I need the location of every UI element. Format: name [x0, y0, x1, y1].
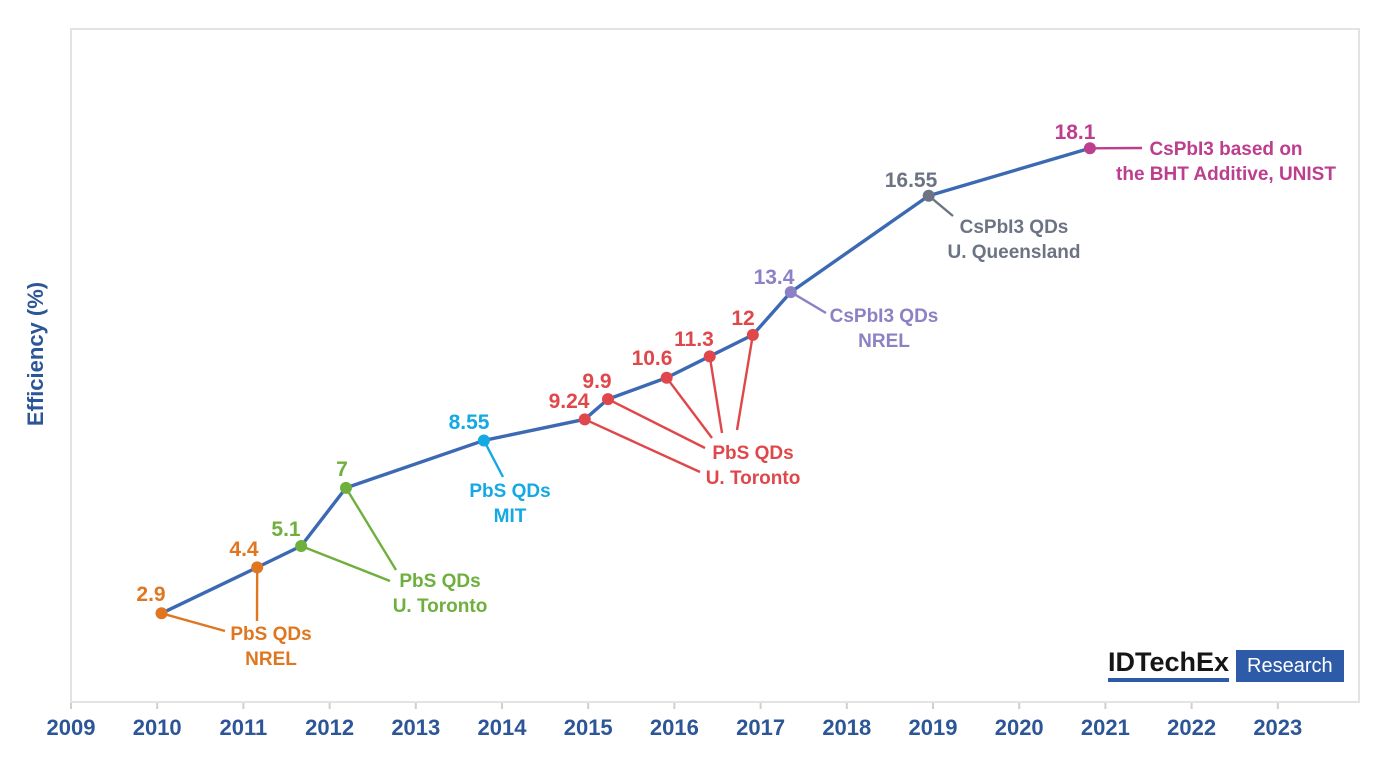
- data-point-marker: [155, 607, 168, 620]
- annotation-leader-line: [344, 487, 398, 571]
- data-point-value-label: 8.55: [449, 411, 490, 434]
- data-point-value-label: 10.6: [632, 347, 673, 370]
- annotation-label: CsPbI3 based on the BHT Additive, UNIST: [1116, 139, 1336, 185]
- idtechex-logo: IDTechEx Research: [1108, 648, 1344, 682]
- x-axis-tick-label: 2012: [305, 715, 354, 740]
- annotation-leader-line: [735, 334, 755, 431]
- x-axis-tick-label: 2017: [736, 715, 785, 740]
- x-axis-tick-label: 2020: [995, 715, 1044, 740]
- data-point-marker: [578, 413, 591, 426]
- annotation-label: CsPbI3 QDs U. Queensland: [947, 217, 1080, 263]
- x-axis-tick-label: 2019: [909, 715, 958, 740]
- research-badge: Research: [1236, 650, 1344, 682]
- data-point-marker: [477, 434, 490, 447]
- x-axis-tick-label: 2013: [391, 715, 440, 740]
- annotation-label: PbS QDs NREL: [230, 624, 311, 670]
- data-point-marker: [922, 189, 935, 202]
- x-axis-tick-label: 2016: [650, 715, 699, 740]
- y-axis-title: Efficiency (%): [23, 281, 48, 427]
- data-point-marker: [703, 350, 716, 363]
- x-axis-tick-label: 2011: [220, 715, 268, 740]
- data-point-value-label: 11.3: [674, 328, 714, 351]
- annotation-label: PbS QDs U. Toronto: [393, 571, 488, 617]
- data-point-value-label: 9.24: [549, 390, 590, 413]
- data-point-value-label: 12: [731, 307, 754, 330]
- x-axis-tick-label: 2022: [1167, 715, 1216, 740]
- data-point-marker: [339, 481, 352, 494]
- data-point-value-label: 5.1: [271, 518, 301, 541]
- annotation-leader-line: [790, 291, 827, 315]
- data-point-value-label: 9.9: [582, 370, 611, 393]
- annotation-leader-line: [607, 398, 706, 450]
- annotation-leader-line: [584, 418, 701, 474]
- x-axis-tick-label: 2014: [478, 715, 528, 740]
- data-point-value-label: 16.55: [885, 169, 938, 192]
- data-point-value-label: 13.4: [754, 266, 795, 289]
- data-point-value-label: 2.9: [136, 583, 165, 606]
- data-point-value-label: 18.1: [1055, 121, 1096, 144]
- annotation-leader-line: [665, 377, 713, 439]
- data-point-marker: [602, 393, 615, 406]
- annotation-label: CsPbI3 QDs NREL: [830, 306, 939, 352]
- annotation-label: PbS QDs MIT: [469, 481, 550, 527]
- plot-area-border: [70, 28, 1360, 703]
- x-axis-tick-label: 2009: [47, 715, 96, 740]
- x-axis-tick-label: 2015: [564, 715, 613, 740]
- data-point-value-label: 7: [336, 458, 348, 481]
- data-point-marker: [251, 561, 264, 574]
- idtechex-wordmark: IDTechEx: [1108, 648, 1230, 682]
- idtechex-wordmark-wrap: IDTechEx: [1108, 648, 1230, 682]
- data-point-value-label: 4.4: [229, 538, 259, 561]
- annotation-leader-line: [300, 544, 391, 583]
- data-point-marker: [746, 328, 759, 341]
- annotation-leader-line: [708, 356, 724, 434]
- x-axis-tick-label: 2010: [133, 715, 182, 740]
- data-point-marker: [295, 539, 308, 552]
- data-point-marker: [784, 286, 797, 299]
- data-point-marker: [1083, 142, 1096, 155]
- data-point-marker: [660, 371, 673, 384]
- annotation-label: PbS QDs U. Toronto: [706, 443, 801, 489]
- x-axis-tick-label: 2018: [822, 715, 871, 740]
- x-axis-tick-label: 2021: [1081, 715, 1130, 740]
- x-axis-tick-label: 2023: [1253, 715, 1302, 740]
- annotation-leader-line: [482, 439, 505, 478]
- annotation-leader-line: [161, 612, 226, 633]
